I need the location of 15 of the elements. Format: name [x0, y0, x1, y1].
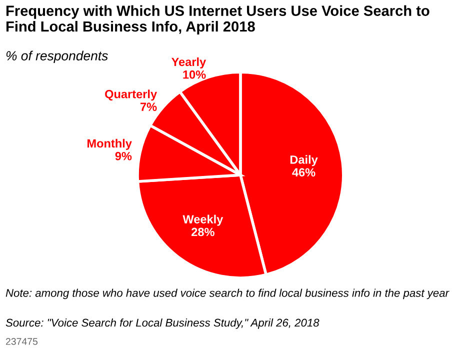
slice-label: Weekly [182, 214, 224, 226]
text: 237475 [6, 338, 38, 345]
chart-title: Frequency with Which US Internet Users Use Voice Search to Find Local Business Info, April 2018 [6, 5, 430, 35]
slice-label: Daily [290, 155, 318, 166]
slice-label: Quarterly [105, 90, 157, 101]
slice-label: Monthly [88, 138, 132, 150]
data-label: 10% [183, 70, 206, 79]
data-label: 9% [115, 152, 132, 160]
slice-label: Yearly [172, 57, 206, 68]
data-label: 7% [140, 102, 157, 111]
data-label: 28% [192, 228, 214, 236]
source-note: Source: "Voice Search for Local Business Study," April 26, 2018 [6, 318, 320, 329]
data-label: 46% [292, 168, 316, 177]
text: Note: among those who have used voice search to find local business info in the past year [6, 288, 450, 300]
chart-subtitle: % of respondents [6, 50, 108, 64]
